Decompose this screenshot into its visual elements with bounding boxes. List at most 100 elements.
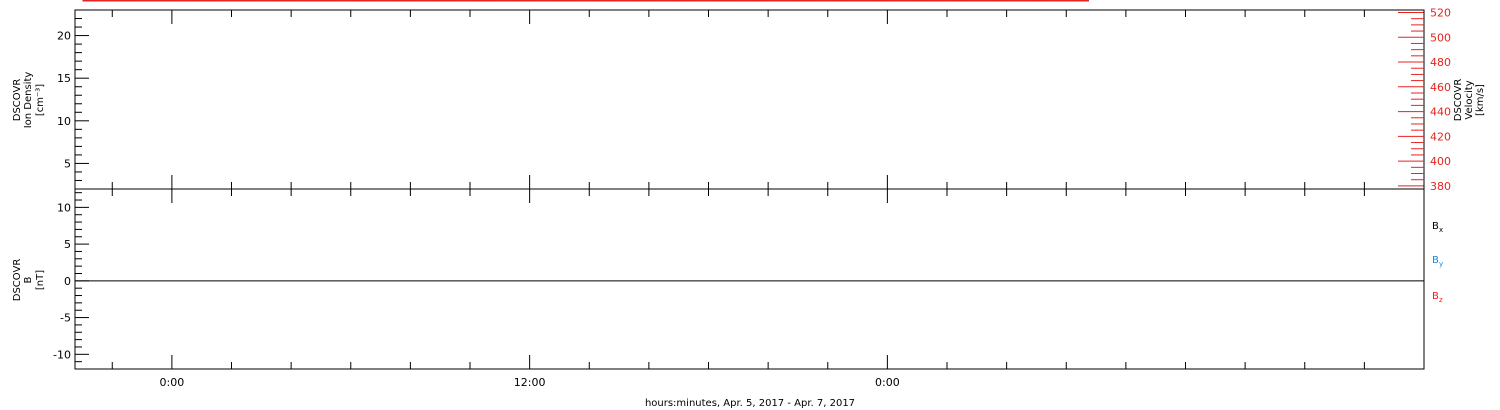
- bz-point: [483, 0, 486, 2]
- bz-point: [122, 0, 124, 2]
- bz-point: [704, 0, 707, 2]
- bz-point: [752, 0, 754, 2]
- bz-point: [594, 0, 596, 2]
- bz-point: [344, 0, 346, 2]
- bz-point: [369, 0, 371, 2]
- bz-point: [139, 0, 141, 2]
- bz-point: [422, 0, 425, 2]
- bz-point: [364, 0, 366, 2]
- bz-point: [1035, 0, 1037, 2]
- bz-point: [237, 0, 240, 2]
- bz-point: [601, 0, 604, 2]
- bz-point: [138, 0, 140, 2]
- bz-point: [843, 0, 846, 2]
- bz-point: [409, 0, 411, 2]
- bz-point: [706, 0, 708, 2]
- bz-point: [682, 0, 684, 2]
- bz-point: [882, 0, 884, 2]
- top-panel-frame: [74, 9, 1425, 190]
- bz-point: [200, 0, 202, 2]
- bz-point: [846, 0, 848, 2]
- bz-point: [96, 0, 98, 2]
- bz-point: [424, 0, 426, 2]
- bz-point: [568, 0, 570, 2]
- bz-point: [443, 0, 446, 2]
- bz-point: [760, 0, 763, 2]
- bz-point: [477, 0, 479, 2]
- bz-point: [497, 0, 499, 2]
- bz-point: [281, 0, 283, 2]
- bz-point: [189, 0, 191, 2]
- bz-point: [939, 0, 941, 2]
- bz-point: [255, 0, 257, 2]
- bz-point: [953, 0, 955, 2]
- bz-point: [827, 0, 830, 2]
- bz-point: [862, 0, 864, 2]
- bz-point: [487, 0, 489, 2]
- top-left-axis-title-line3: [cm⁻³]: [35, 84, 46, 116]
- bz-point: [266, 0, 268, 2]
- bz-point: [829, 0, 831, 2]
- bz-point: [391, 0, 394, 2]
- bz-point: [298, 0, 300, 2]
- bz-point: [671, 0, 673, 2]
- bz-point: [488, 0, 490, 2]
- bz-point: [240, 0, 242, 2]
- bz-point: [850, 0, 852, 2]
- legend-bz: B z: [1432, 291, 1443, 304]
- bz-point: [155, 0, 158, 2]
- axes: 5 10 15 20 -10 -5 0 5 10 380 400 420 440 460 480 500 520…: [53, 6, 1451, 389]
- bz-point: [509, 0, 512, 2]
- bz-point: [647, 0, 649, 2]
- bz-point: [250, 0, 252, 2]
- bz-point: [860, 0, 862, 2]
- bz-point: [1007, 0, 1010, 2]
- bz-point: [243, 0, 246, 2]
- bz-point: [632, 0, 635, 2]
- bz-point: [578, 0, 580, 2]
- bz-point: [162, 0, 164, 2]
- bz-point: [306, 0, 308, 2]
- bz-point: [571, 0, 574, 2]
- bz-point: [198, 0, 200, 2]
- bz-point: [810, 0, 812, 2]
- bz-point: [964, 0, 966, 2]
- bz-point: [481, 0, 483, 2]
- bz-point: [405, 0, 407, 2]
- bz-point: [309, 0, 312, 2]
- bz-point: [852, 0, 854, 2]
- bz-point: [439, 0, 441, 2]
- bz-point: [496, 0, 498, 2]
- bz-point: [993, 0, 995, 2]
- bz-point: [457, 0, 459, 2]
- bz-point: [193, 0, 195, 2]
- bz-point: [961, 0, 964, 2]
- bz-point: [687, 0, 689, 2]
- bz-point: [491, 0, 493, 2]
- bz-point: [636, 0, 638, 2]
- bz-point: [557, 0, 559, 2]
- bz-point: [916, 0, 918, 2]
- bz-point: [1025, 0, 1027, 2]
- bz-point: [550, 0, 553, 2]
- bz-point: [893, 0, 895, 2]
- bz-point: [343, 0, 345, 2]
- bz-point: [769, 0, 771, 2]
- bz-point: [273, 0, 276, 2]
- bz-point: [445, 0, 447, 2]
- bz-point: [370, 0, 372, 2]
- bz-point: [1014, 0, 1016, 2]
- bz-point: [638, 0, 641, 2]
- bz-point: [514, 0, 517, 2]
- bz-point: [442, 0, 445, 2]
- bz-point: [711, 0, 713, 2]
- bz-point: [954, 0, 956, 2]
- right-tick-label: 460: [1430, 81, 1451, 94]
- bz-point: [185, 0, 187, 2]
- bz-point: [489, 0, 492, 2]
- bz-point: [400, 0, 402, 2]
- bz-point: [104, 0, 107, 2]
- bz-point: [1005, 0, 1007, 2]
- bz-point: [132, 0, 134, 2]
- bz-point: [406, 0, 409, 2]
